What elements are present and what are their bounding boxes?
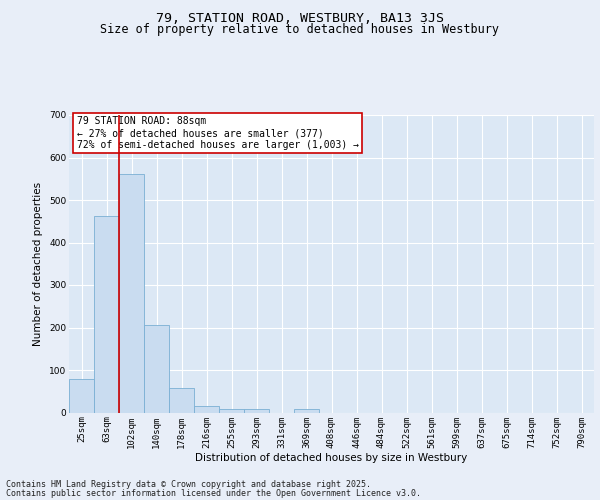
Text: 79 STATION ROAD: 88sqm
← 27% of detached houses are smaller (377)
72% of semi-de: 79 STATION ROAD: 88sqm ← 27% of detached… — [77, 116, 359, 150]
Text: 79, STATION ROAD, WESTBURY, BA13 3JS: 79, STATION ROAD, WESTBURY, BA13 3JS — [156, 12, 444, 24]
Text: Contains HM Land Registry data © Crown copyright and database right 2025.: Contains HM Land Registry data © Crown c… — [6, 480, 371, 489]
Text: Size of property relative to detached houses in Westbury: Size of property relative to detached ho… — [101, 23, 499, 36]
Bar — [169, 388, 194, 412]
Bar — [119, 174, 144, 412]
Y-axis label: Number of detached properties: Number of detached properties — [34, 182, 43, 346]
Bar — [144, 324, 169, 412]
Bar — [244, 409, 269, 412]
Bar — [69, 380, 94, 412]
Bar — [194, 406, 219, 412]
Bar — [94, 216, 119, 412]
X-axis label: Distribution of detached houses by size in Westbury: Distribution of detached houses by size … — [196, 453, 467, 463]
Text: Contains public sector information licensed under the Open Government Licence v3: Contains public sector information licen… — [6, 488, 421, 498]
Bar — [219, 409, 244, 412]
Bar — [294, 409, 319, 412]
